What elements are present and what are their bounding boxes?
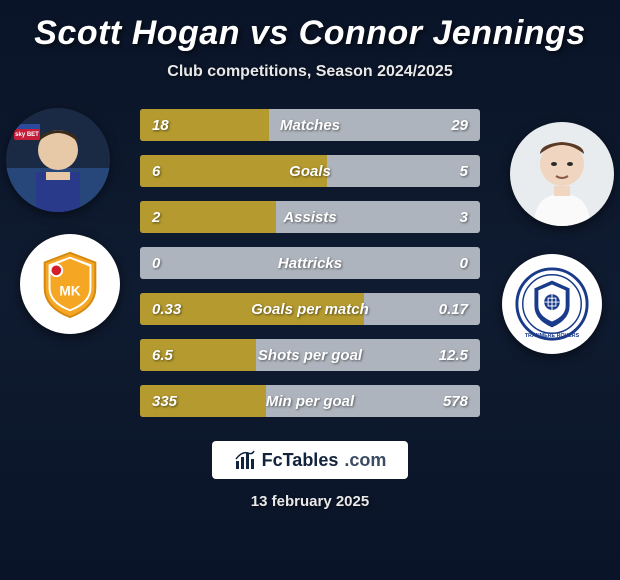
stat-label: Shots per goal (258, 347, 362, 364)
stat-row: 335 Min per goal 578 (140, 385, 480, 417)
stat-label: Assists (283, 209, 336, 226)
stat-row: 18 Matches 29 (140, 109, 480, 141)
club-logo-icon: TRANMERE ROVERS (513, 265, 591, 343)
stat-right-value: 0 (460, 255, 468, 272)
svg-text:MK: MK (59, 284, 80, 299)
stat-left-value: 18 (152, 117, 169, 134)
svg-text:sky BET: sky BET (15, 132, 39, 138)
stat-row: 0.33 Goals per match 0.17 (140, 293, 480, 325)
stat-label: Hattricks (278, 255, 342, 272)
stat-left-value: 6.5 (152, 347, 173, 364)
stat-row: 0 Hattricks 0 (140, 247, 480, 279)
stat-left-value: 0 (152, 255, 160, 272)
stats-rows: 18 Matches 29 6 Goals 5 2 Assists 3 0 Hattricks 0 0.… (140, 109, 480, 417)
stat-row: 6 Goals 5 (140, 155, 480, 187)
stat-left-value: 6 (152, 163, 160, 180)
stat-right-value: 0.17 (439, 301, 468, 318)
comparison-card: Scott Hogan vs Connor Jennings Club comp… (0, 0, 620, 580)
stat-row-fill (140, 201, 276, 233)
player1-club-logo: MK (20, 234, 120, 334)
date-label: 13 february 2025 (251, 493, 369, 510)
avatar-icon (510, 122, 614, 226)
brand-badge: FcTables.com (212, 441, 409, 479)
page-title: Scott Hogan vs Connor Jennings (34, 14, 585, 53)
brand-suffix: .com (344, 450, 386, 471)
stat-label: Min per goal (266, 393, 354, 410)
stat-left-value: 335 (152, 393, 177, 410)
stat-left-value: 2 (152, 209, 160, 226)
brand-chart-icon (234, 449, 256, 471)
stat-label: Goals (289, 163, 331, 180)
avatar-icon: sky BET (6, 108, 110, 212)
stat-right-value: 29 (451, 117, 468, 134)
brand-name: FcTables (262, 450, 339, 471)
club-logo-icon: MK (31, 245, 109, 323)
stat-right-value: 12.5 (439, 347, 468, 364)
stat-row: 6.5 Shots per goal 12.5 (140, 339, 480, 371)
player2-avatar (510, 122, 614, 226)
svg-text:TRANMERE ROVERS: TRANMERE ROVERS (525, 333, 580, 339)
stat-label: Matches (280, 117, 340, 134)
player1-avatar: sky BET (6, 108, 110, 212)
stat-row: 2 Assists 3 (140, 201, 480, 233)
stat-left-value: 0.33 (152, 301, 181, 318)
subtitle: Club competitions, Season 2024/2025 (167, 63, 452, 81)
player2-club-logo: TRANMERE ROVERS (502, 254, 602, 354)
stat-right-value: 5 (460, 163, 468, 180)
stat-right-value: 3 (460, 209, 468, 226)
stat-label: Goals per match (251, 301, 369, 318)
stat-right-value: 578 (443, 393, 468, 410)
